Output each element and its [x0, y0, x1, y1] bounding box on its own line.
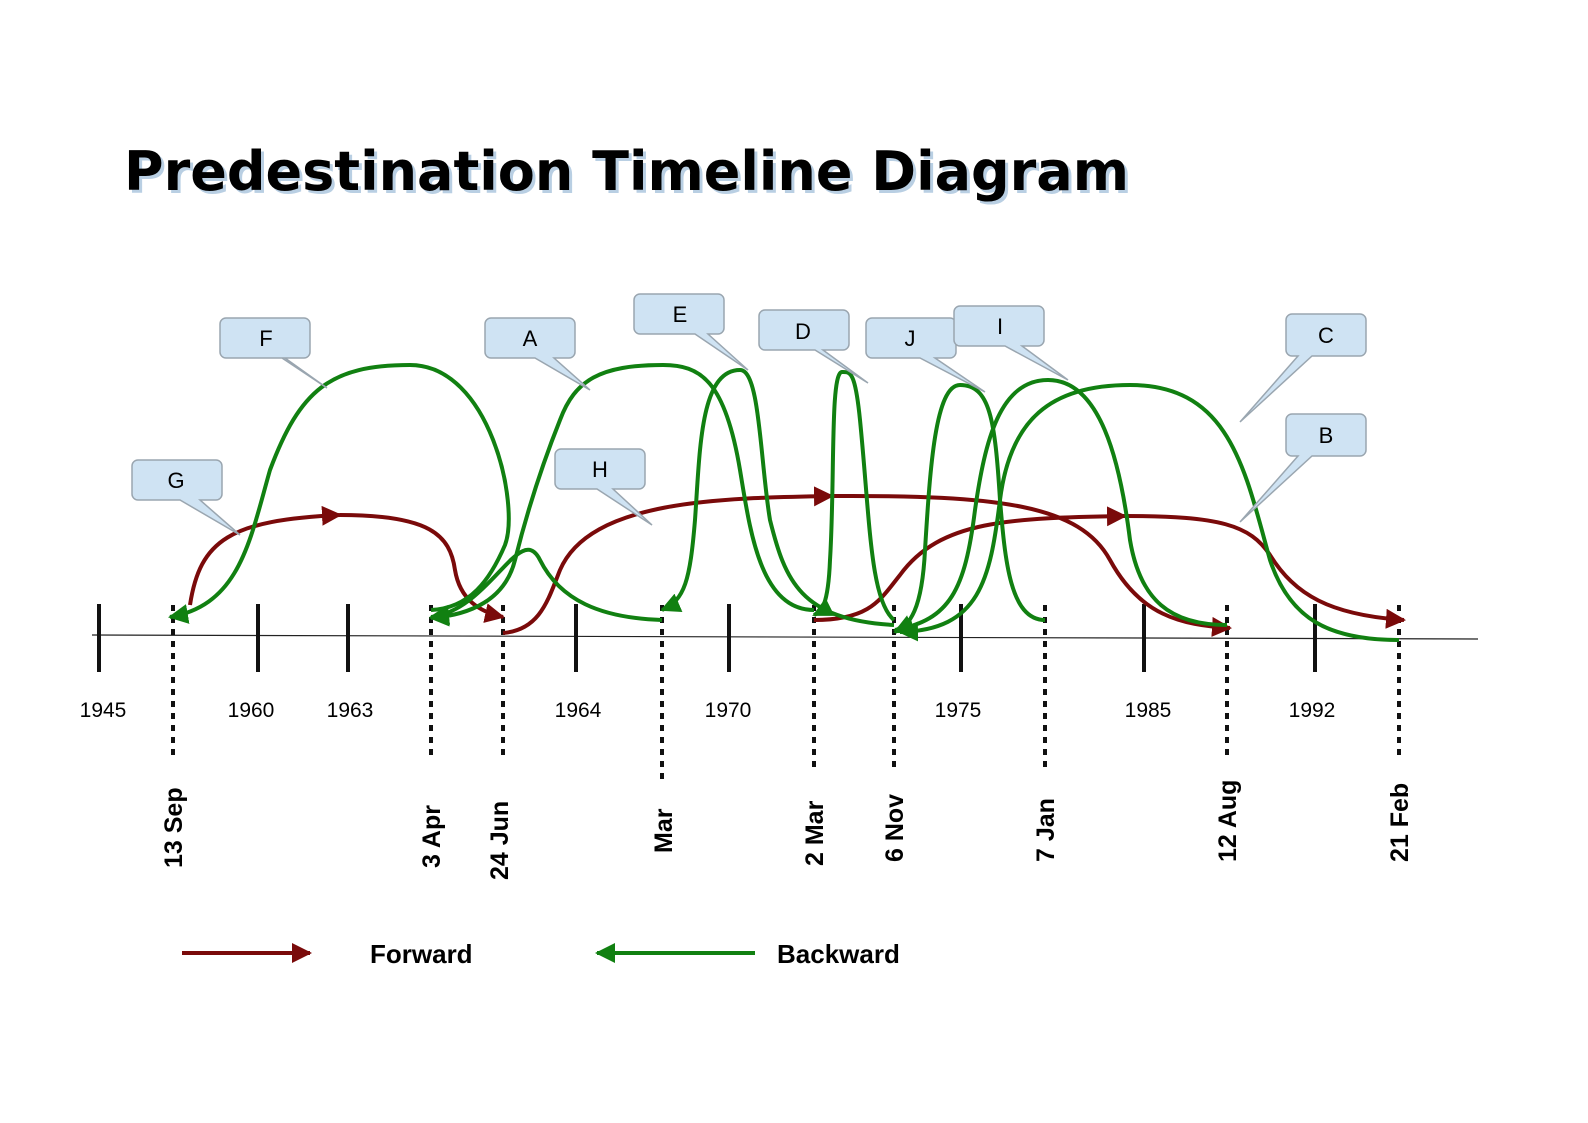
backward-path-d	[812, 369, 896, 622]
callout-label: C	[1318, 323, 1334, 348]
backward-path-f	[168, 362, 511, 624]
callout-label: I	[997, 314, 1003, 339]
date-label: 24 Jun	[486, 801, 514, 880]
page-title: Predestination Timeline Diagram	[124, 140, 1129, 203]
backward-paths	[168, 362, 1400, 642]
callout-label: J	[905, 326, 916, 351]
date-labels: 13 Sep 3 Apr 24 Jun Mar 2 Mar 6 Nov 7 Ja…	[160, 780, 1414, 880]
year-labels: 1945 1960 1963 1964 1970 1975 1985 1992	[80, 699, 1336, 722]
date-label: 7 Jan	[1032, 798, 1060, 862]
year-label: 1975	[935, 699, 982, 722]
page-title-shadow: Predestination Timeline Diagram	[127, 143, 1132, 206]
forward-path-b2	[1124, 514, 1406, 629]
callout-label: H	[592, 457, 608, 482]
callout-label: B	[1319, 423, 1334, 448]
year-label: 1985	[1125, 699, 1172, 722]
year-label: 1963	[327, 699, 374, 722]
forward-paths	[188, 486, 1406, 637]
forward-path-g2	[339, 513, 505, 623]
callout-label: F	[259, 326, 272, 351]
year-label: 1960	[228, 699, 275, 722]
date-label: 13 Sep	[160, 787, 188, 868]
event-markers	[171, 605, 1401, 780]
callout-g[interactable]: G	[131, 459, 241, 536]
callout-label: D	[795, 319, 811, 344]
callout-e[interactable]: E	[633, 293, 749, 371]
callouts: F A E D J I C B	[131, 293, 1367, 536]
date-label: 12 Aug	[1214, 780, 1242, 862]
year-label: 1970	[705, 699, 752, 722]
year-label: 1992	[1289, 699, 1336, 722]
callout-label: G	[167, 468, 184, 493]
forward-path-g1	[188, 505, 342, 606]
callout-a[interactable]: A	[484, 317, 591, 391]
date-label: 21 Feb	[1386, 783, 1414, 862]
backward-path-e	[660, 367, 895, 627]
callout-i[interactable]: I	[953, 305, 1069, 381]
forward-path-b1	[813, 506, 1127, 622]
backward-path-i	[893, 377, 1228, 637]
callout-f[interactable]: F	[219, 317, 328, 389]
year-label: 1964	[555, 699, 602, 722]
legend-forward-label: Forward	[370, 939, 473, 969]
callout-h[interactable]: H	[554, 448, 653, 526]
backward-path-a-low	[429, 547, 663, 625]
legend-backward-label: Backward	[777, 939, 900, 969]
callout-b[interactable]: B	[1239, 413, 1367, 523]
callout-label: A	[523, 326, 538, 351]
timeline-axis	[91, 634, 1479, 640]
callout-c[interactable]: C	[1239, 313, 1367, 423]
legend: Forward Backward	[182, 939, 900, 969]
year-ticks	[97, 604, 1317, 672]
forward-path-h2	[831, 493, 1232, 637]
backward-path-a	[429, 362, 815, 627]
backward-path-j	[893, 382, 1046, 634]
date-label: 6 Nov	[881, 794, 909, 862]
callout-d[interactable]: D	[758, 309, 869, 384]
callout-label: E	[673, 302, 688, 327]
backward-path-c	[898, 382, 1400, 642]
year-label: 1945	[80, 699, 127, 722]
date-label: 2 Mar	[801, 800, 829, 866]
date-label: 3 Apr	[418, 805, 446, 868]
date-label: Mar	[650, 808, 678, 853]
